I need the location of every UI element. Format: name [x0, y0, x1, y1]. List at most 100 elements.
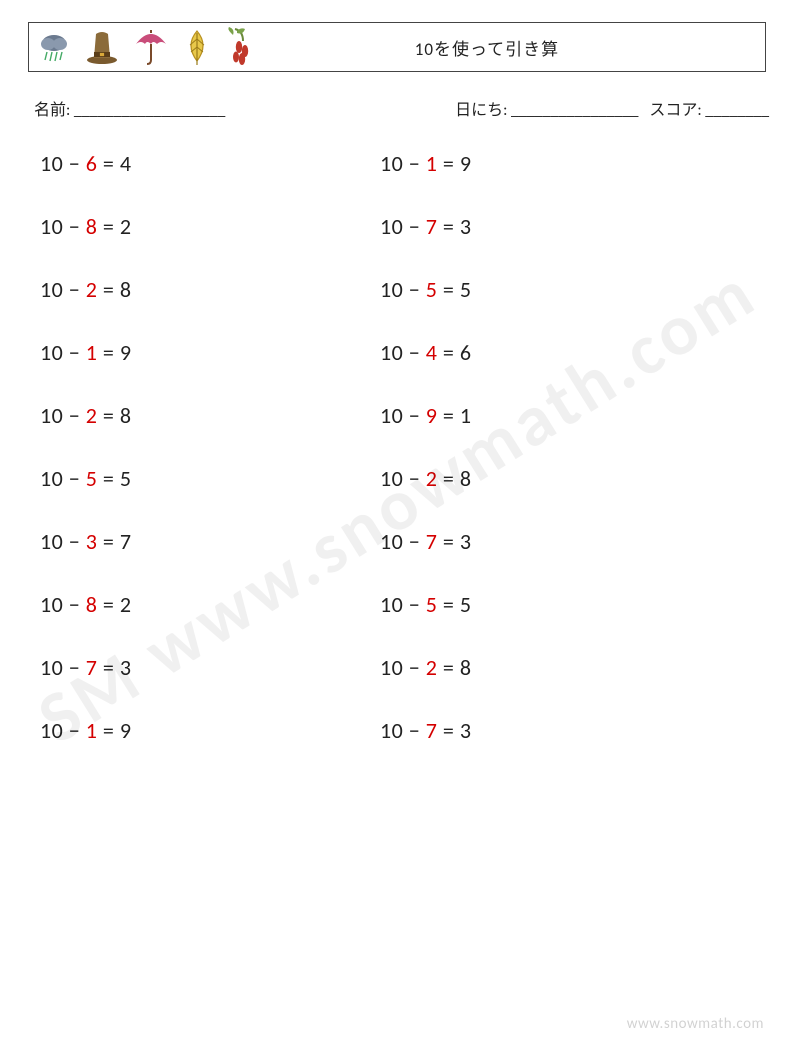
problem-row: 10 − 7 = 3	[380, 528, 720, 555]
equals-sign: =	[443, 528, 454, 555]
umbrella-icon	[133, 28, 169, 66]
footer-url: www.snowmath.com	[627, 1015, 764, 1033]
equals-sign: =	[103, 213, 114, 240]
equals-sign: =	[443, 402, 454, 429]
minuend: 10	[40, 339, 63, 366]
equals-sign: =	[103, 654, 114, 681]
worksheet-header: 10を使って引き算	[28, 22, 766, 72]
minuend: 10	[40, 528, 63, 555]
subtrahend: 5	[86, 465, 98, 492]
problem-row: 10 − 5 = 5	[380, 276, 720, 303]
date-blank: ________________	[511, 101, 639, 120]
subtrahend: 2	[86, 276, 98, 303]
answer: 9	[460, 150, 472, 177]
answer: 2	[120, 591, 132, 618]
subtrahend: 9	[426, 402, 438, 429]
answer: 2	[120, 213, 132, 240]
answer: 9	[120, 717, 132, 744]
minuend: 10	[380, 591, 403, 618]
minus-sign: −	[69, 339, 80, 366]
answer: 7	[120, 528, 132, 555]
minuend: 10	[380, 654, 403, 681]
score-label: スコア:	[649, 101, 701, 120]
cloud-rain-icon	[37, 30, 71, 64]
answer: 1	[460, 402, 472, 429]
name-label: 名前:	[34, 101, 70, 120]
problem-row: 10 − 8 = 2	[40, 591, 380, 618]
problem-row: 10 − 8 = 2	[40, 213, 380, 240]
minus-sign: −	[409, 591, 420, 618]
problem-row: 10 − 1 = 9	[40, 717, 380, 744]
problem-row: 10 − 5 = 5	[40, 465, 380, 492]
answer: 8	[120, 276, 132, 303]
header-icons	[37, 27, 257, 67]
equals-sign: =	[103, 528, 114, 555]
subtrahend: 6	[86, 150, 98, 177]
answer: 8	[460, 654, 472, 681]
minuend: 10	[380, 402, 403, 429]
minuend: 10	[380, 213, 403, 240]
problems-grid: 10 − 6 = 410 − 8 = 210 − 2 = 810 − 1 = 9…	[28, 150, 766, 744]
problem-row: 10 − 2 = 8	[40, 402, 380, 429]
problem-row: 10 − 4 = 6	[380, 339, 720, 366]
minus-sign: −	[69, 276, 80, 303]
minuend: 10	[380, 528, 403, 555]
minus-sign: −	[409, 528, 420, 555]
subtrahend: 7	[426, 528, 438, 555]
pilgrim-hat-icon	[85, 28, 119, 66]
subtrahend: 7	[86, 654, 98, 681]
meta-date-score: 日にち: ________________ スコア: ________	[455, 96, 769, 120]
problem-row: 10 − 3 = 7	[40, 528, 380, 555]
problems-column-2: 10 − 1 = 910 − 7 = 310 − 5 = 510 − 4 = 6…	[380, 150, 720, 744]
problem-row: 10 − 6 = 4	[40, 150, 380, 177]
minus-sign: −	[69, 528, 80, 555]
leaf-icon	[183, 27, 211, 67]
minus-sign: −	[409, 213, 420, 240]
minuend: 10	[40, 717, 63, 744]
answer: 4	[120, 150, 132, 177]
name-blank: ___________________	[74, 101, 225, 120]
answer: 8	[460, 465, 472, 492]
minus-sign: −	[409, 717, 420, 744]
minuend: 10	[380, 150, 403, 177]
minus-sign: −	[409, 465, 420, 492]
subtrahend: 1	[426, 150, 438, 177]
minuend: 10	[40, 591, 63, 618]
minuend: 10	[380, 339, 403, 366]
problem-row: 10 − 2 = 8	[380, 465, 720, 492]
equals-sign: =	[103, 465, 114, 492]
minuend: 10	[40, 654, 63, 681]
minus-sign: −	[69, 591, 80, 618]
minuend: 10	[40, 276, 63, 303]
equals-sign: =	[443, 339, 454, 366]
answer: 6	[460, 339, 472, 366]
subtrahend: 7	[426, 717, 438, 744]
minuend: 10	[40, 465, 63, 492]
equals-sign: =	[443, 150, 454, 177]
equals-sign: =	[443, 717, 454, 744]
subtrahend: 5	[426, 276, 438, 303]
subtrahend: 4	[426, 339, 438, 366]
equals-sign: =	[443, 591, 454, 618]
subtrahend: 2	[426, 465, 438, 492]
minus-sign: −	[409, 339, 420, 366]
equals-sign: =	[443, 654, 454, 681]
problem-row: 10 − 7 = 3	[380, 213, 720, 240]
answer: 3	[460, 717, 472, 744]
problem-row: 10 − 2 = 8	[380, 654, 720, 681]
score-blank: ________	[705, 101, 769, 120]
minus-sign: −	[69, 213, 80, 240]
equals-sign: =	[443, 465, 454, 492]
problem-row: 10 − 5 = 5	[380, 591, 720, 618]
problem-row: 10 − 1 = 9	[380, 150, 720, 177]
problem-row: 10 − 1 = 9	[40, 339, 380, 366]
minus-sign: −	[409, 150, 420, 177]
minus-sign: −	[69, 402, 80, 429]
answer: 5	[460, 276, 472, 303]
problem-row: 10 − 7 = 3	[40, 654, 380, 681]
minus-sign: −	[69, 465, 80, 492]
equals-sign: =	[103, 591, 114, 618]
equals-sign: =	[103, 339, 114, 366]
answer: 3	[460, 528, 472, 555]
minus-sign: −	[69, 717, 80, 744]
